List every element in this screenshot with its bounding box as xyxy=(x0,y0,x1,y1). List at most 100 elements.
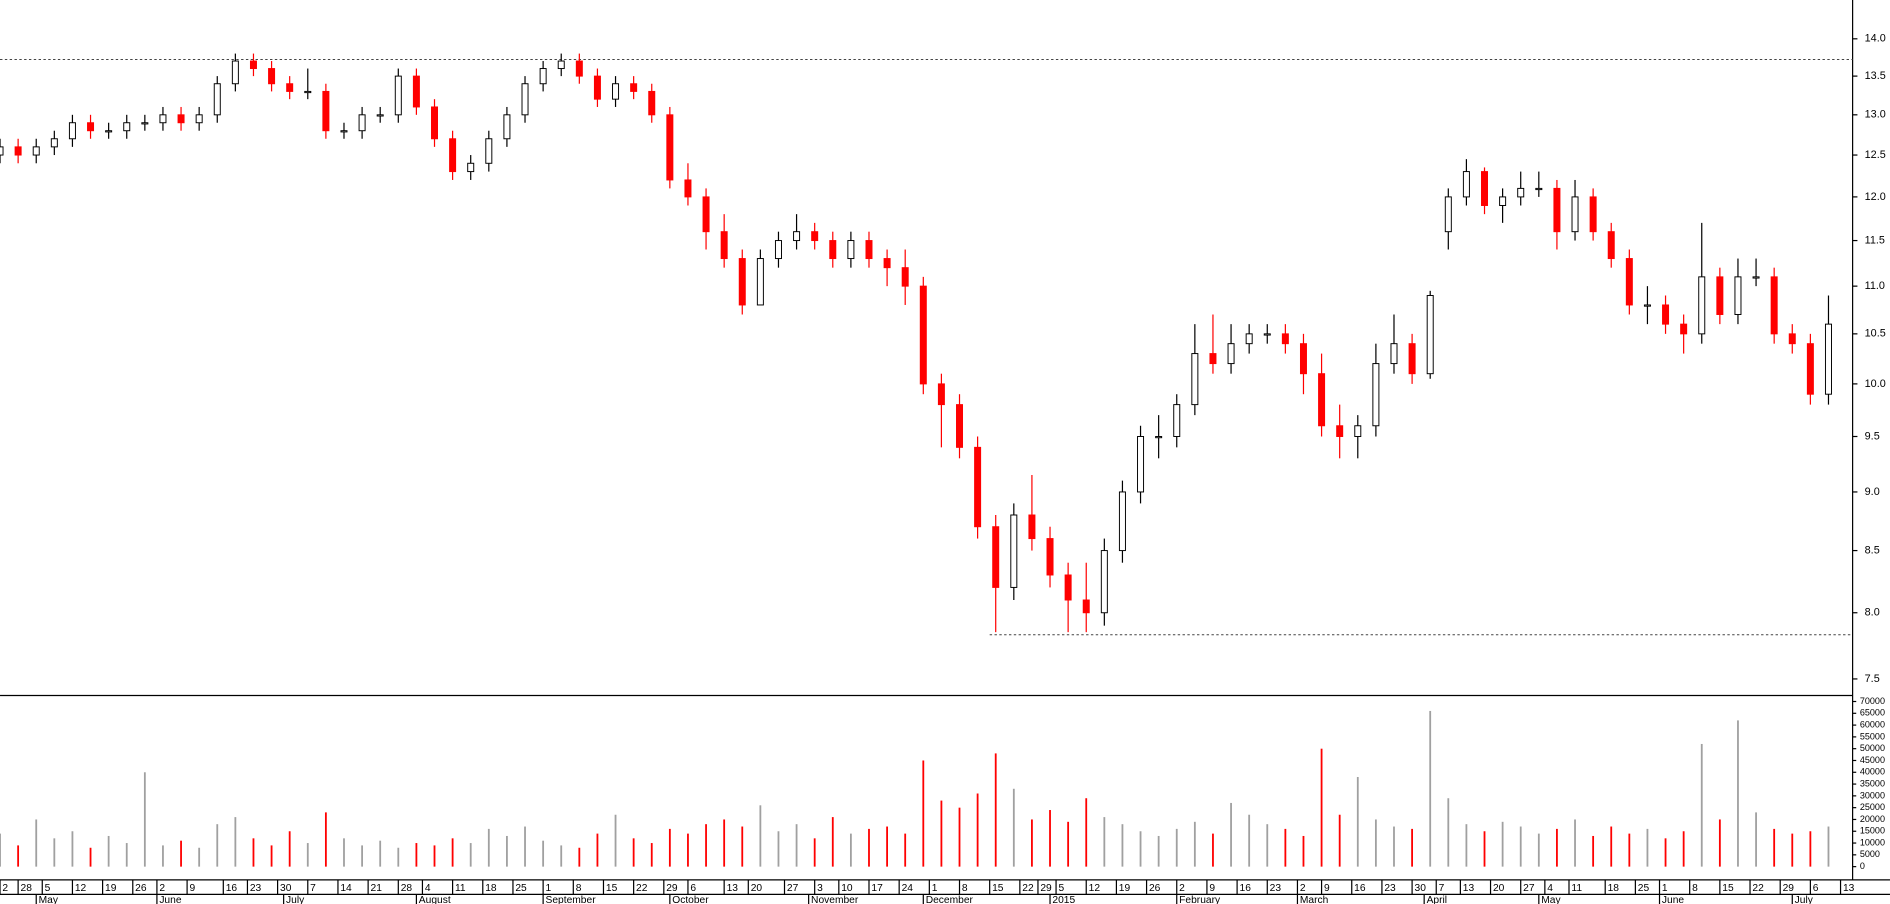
x-tick-label: 25 xyxy=(1638,883,1650,894)
month-label: June xyxy=(1662,895,1685,904)
candle-body xyxy=(1680,323,1688,335)
volume-bar xyxy=(1193,821,1196,867)
candle-body xyxy=(141,122,149,125)
volume-bar xyxy=(506,835,508,867)
volume-bar xyxy=(668,828,671,867)
volume-bar xyxy=(1556,828,1558,867)
volume-tick-label: 45000 xyxy=(1860,755,1885,765)
volume-bar xyxy=(813,838,816,867)
volume-bar xyxy=(379,840,382,867)
volume-tick-label: 30000 xyxy=(1860,790,1885,800)
volume-bar xyxy=(831,817,834,867)
candle-body xyxy=(376,114,384,117)
candle-body xyxy=(1770,276,1778,335)
x-tick-label: 9 xyxy=(189,883,195,894)
month-label: 2015 xyxy=(1052,895,1075,904)
month-label: August xyxy=(419,895,451,904)
volume-bar xyxy=(759,805,762,867)
candle-body xyxy=(557,60,565,70)
volume-bar xyxy=(795,824,798,867)
candle-body xyxy=(1824,323,1832,395)
volume-bar xyxy=(1465,824,1468,867)
x-tick-label: 13 xyxy=(1463,883,1475,894)
candle-body xyxy=(992,526,1000,588)
y-tick-label: 13.5 xyxy=(1865,70,1886,82)
x-tick-label: 12 xyxy=(1089,883,1101,894)
volume-bar xyxy=(1737,720,1739,867)
volume-bar xyxy=(451,838,454,867)
candle-body xyxy=(1535,187,1543,191)
month-label: June xyxy=(159,895,182,904)
x-tick-label: 30 xyxy=(280,883,292,894)
month-label: July xyxy=(286,895,305,904)
candle-body xyxy=(1499,196,1507,206)
candle-body xyxy=(738,258,746,306)
candle-body xyxy=(811,231,819,242)
candle-body xyxy=(340,130,348,133)
x-tick-label: 15 xyxy=(606,883,618,894)
volume-tick-label: 20000 xyxy=(1860,814,1885,824)
volume-bar xyxy=(198,847,201,867)
candle-body xyxy=(575,60,583,77)
volume-bar xyxy=(1031,819,1033,867)
candle-body xyxy=(756,258,764,306)
volume-bar xyxy=(1230,802,1232,867)
volume-bar xyxy=(632,838,635,867)
x-tick-label: 8 xyxy=(962,883,968,894)
x-tick-label: 21 xyxy=(371,883,383,894)
volume-bar xyxy=(1447,798,1450,867)
volume-bar xyxy=(1157,835,1160,867)
y-tick-label: 12.5 xyxy=(1865,149,1886,161)
candle-body xyxy=(1408,343,1416,375)
volume-bar xyxy=(1429,710,1432,867)
candle-body xyxy=(1191,353,1199,406)
volume-bar xyxy=(1628,833,1631,867)
x-tick-label: 2 xyxy=(1179,883,1185,894)
volume-bar xyxy=(1067,821,1070,867)
candle-body xyxy=(1752,276,1760,279)
x-tick-label: 16 xyxy=(1354,883,1366,894)
candle-body xyxy=(268,68,276,85)
volume-bar xyxy=(143,772,146,867)
candle-body xyxy=(1173,404,1181,437)
candle-body xyxy=(249,60,257,70)
x-tick-label: 22 xyxy=(1752,883,1764,894)
candle-body xyxy=(539,68,547,85)
volume-bar xyxy=(723,819,726,867)
y-tick-label: 7.5 xyxy=(1865,673,1880,685)
candle-body xyxy=(956,404,964,448)
candle-body xyxy=(793,231,801,242)
volume-bar xyxy=(1284,828,1287,867)
x-tick-label: 16 xyxy=(226,883,238,894)
month-label: March xyxy=(1300,895,1329,904)
volume-bar xyxy=(361,845,363,867)
x-tick-label: 14 xyxy=(340,883,352,894)
volume-bar xyxy=(71,831,74,867)
volume-bar xyxy=(777,831,780,867)
y-tick-label: 8.0 xyxy=(1865,607,1880,619)
volume-bar xyxy=(1773,828,1776,867)
volume-tick-label: 0 xyxy=(1860,861,1865,871)
x-tick-label: 5 xyxy=(1058,883,1064,894)
x-tick-label: 2 xyxy=(159,883,165,894)
x-tick-label: 9 xyxy=(1324,883,1330,894)
volume-bar xyxy=(849,833,852,867)
volume-tick-label: 65000 xyxy=(1860,708,1885,718)
candle-body xyxy=(666,114,674,181)
x-tick-label: 1 xyxy=(1662,883,1668,894)
x-tick-label: 6 xyxy=(1813,883,1819,894)
y-tick-label: 13.0 xyxy=(1865,109,1886,121)
candle-body xyxy=(865,240,873,260)
x-tick-label: 27 xyxy=(1523,883,1535,894)
volume-bar xyxy=(1682,831,1685,867)
volume-bar xyxy=(1393,826,1395,867)
volume-tick-label: 5000 xyxy=(1860,849,1880,859)
x-tick-label: 8 xyxy=(1692,883,1698,894)
volume-bar xyxy=(1212,833,1214,867)
candle-body xyxy=(1571,196,1579,233)
candle-body xyxy=(87,122,95,132)
volume-bar xyxy=(53,838,56,867)
candle-body xyxy=(521,83,529,116)
x-tick-label: 15 xyxy=(1722,883,1734,894)
volume-tick-label: 25000 xyxy=(1860,802,1885,812)
